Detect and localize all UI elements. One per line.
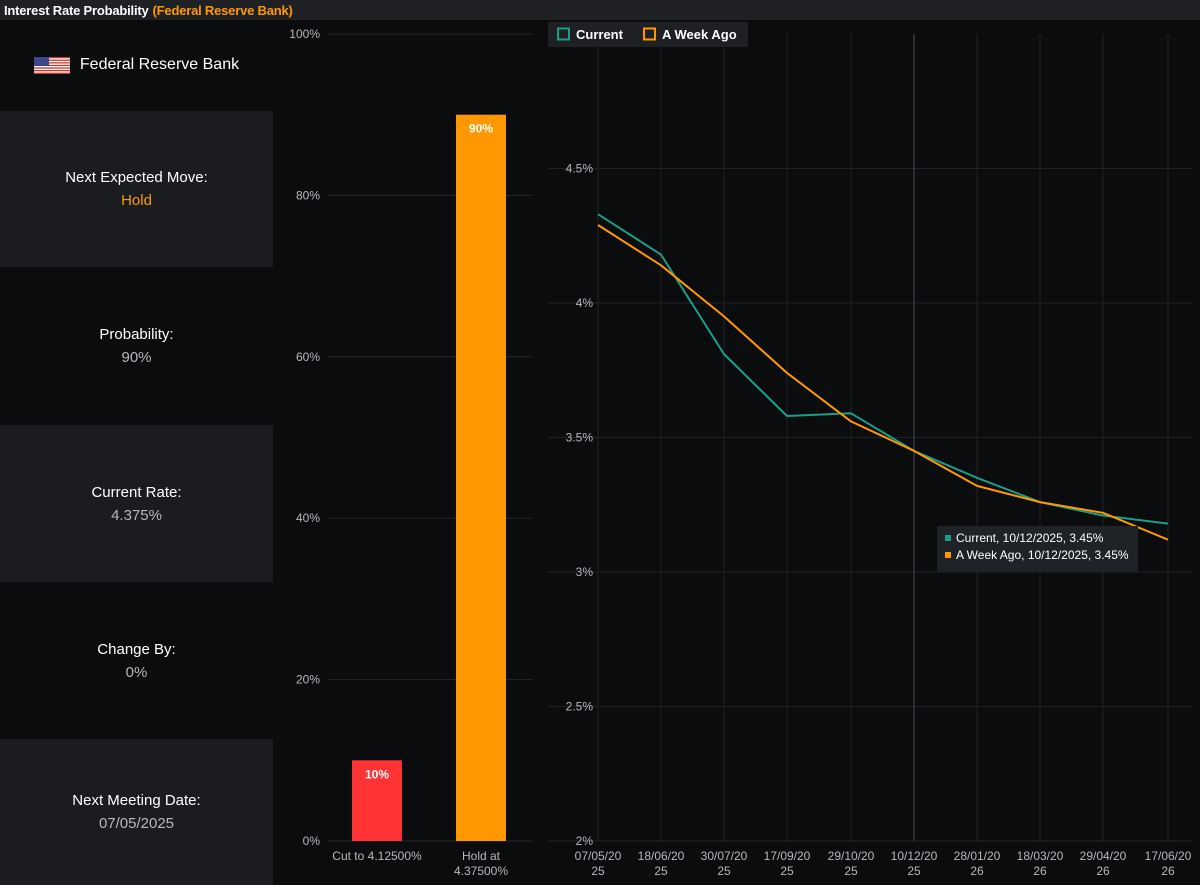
legend-swatch[interactable] — [643, 27, 656, 41]
chart-tooltip: Current, 10/12/2025, 3.45% A Week Ago, 10… — [937, 526, 1138, 572]
info-panel: Federal Reserve Bank Next Expected Move:… — [0, 20, 273, 885]
line-x-tick-label: 26 — [1161, 864, 1175, 878]
line-x-tick-label: 26 — [970, 864, 984, 878]
line-x-tick-label: 18/03/20 — [1017, 849, 1064, 863]
change-by-value: 0% — [125, 663, 148, 681]
next-expected-move: Next Expected Move: Hold — [0, 111, 273, 267]
next-move-label: Next Expected Move: — [65, 169, 208, 186]
line-x-tick-label: 07/05/20 — [575, 849, 622, 863]
line-y-tick-label: 4.5% — [566, 162, 594, 176]
next-meeting-label: Next Meeting Date: — [72, 792, 201, 809]
rate-path-line-chart: 2%2.5%3%3.5%4%4.5%07/05/202518/06/202530… — [548, 22, 1192, 878]
line-x-tick-label: 10/12/20 — [891, 849, 938, 863]
current-rate-label: Current Rate: — [91, 483, 182, 501]
line-x-tick-label: 18/06/20 — [638, 849, 685, 863]
tooltip-background — [937, 526, 1138, 572]
probability-value: 90% — [121, 349, 152, 366]
page-title: Interest Rate Probability — [4, 2, 149, 18]
us-flag-icon — [33, 56, 70, 74]
legend-label[interactable]: A Week Ago — [662, 27, 737, 42]
line-x-tick-label: 28/01/20 — [954, 849, 1001, 863]
line-x-tick-label: 29/10/20 — [828, 849, 875, 863]
next-move-value: Hold — [121, 192, 152, 209]
line-y-tick-label: 3.5% — [566, 431, 594, 445]
bar-category-label: Cut to 4.12500% — [332, 849, 422, 863]
line-x-tick-label: 29/04/20 — [1080, 849, 1127, 863]
bar[interactable] — [352, 760, 402, 841]
bar-data-label: 10% — [365, 767, 389, 781]
change-by: Change By: 0% — [0, 582, 273, 739]
chart-legend: Current A Week Ago — [548, 22, 748, 47]
line-x-tick-label: 30/07/20 — [701, 849, 748, 863]
probability: Probability: 90% — [0, 267, 273, 425]
line-x-tick-label: 26 — [1096, 864, 1110, 878]
probability-bar-chart: 0% 20% 40% 60% 80% 100% 10% Cut to 4.12500% 90% H… — [289, 27, 533, 878]
bar-category-label: 4.37500% — [454, 864, 508, 878]
legend-background — [548, 22, 748, 47]
title-bar: Interest Rate Probability (Federal Reser… — [0, 0, 1200, 20]
series-line-current[interactable] — [597, 213, 1169, 525]
series-line-a-week-ago[interactable] — [597, 224, 1169, 541]
bank-header: Federal Reserve Bank — [0, 20, 273, 110]
probability-label: Probability: — [99, 326, 174, 343]
line-x-tick-label: 26 — [1033, 864, 1047, 878]
line-x-tick-label: 25 — [654, 864, 668, 878]
line-x-tick-label: 25 — [717, 864, 731, 878]
line-y-tick-label: 2% — [576, 834, 594, 848]
line-x-tick-label: 17/09/20 — [764, 849, 811, 863]
tooltip-swatch — [945, 552, 951, 558]
bar-category-label: Hold at — [462, 849, 501, 863]
bar-y-tick-label: 80% — [296, 188, 320, 202]
bar-y-tick-label: 20% — [296, 673, 320, 687]
tooltip-swatch — [945, 535, 951, 541]
legend-label[interactable]: Current — [576, 27, 624, 42]
line-x-tick-label: 25 — [844, 864, 858, 878]
line-x-tick-label: 17/06/20 — [1145, 849, 1192, 863]
page-subtitle: (Federal Reserve Bank) — [152, 2, 293, 18]
line-y-tick-label: 3% — [576, 565, 594, 579]
line-x-tick-label: 25 — [780, 864, 794, 878]
bank-name: Federal Reserve Bank — [79, 56, 240, 73]
current-rate: Current Rate: 4.375% — [0, 425, 273, 582]
tooltip-text: Current, 10/12/2025, 3.45% — [956, 531, 1104, 545]
line-x-tick-label: 25 — [907, 864, 921, 878]
change-by-label: Change By: — [97, 640, 176, 658]
next-meeting-date: Next Meeting Date: 07/05/2025 — [0, 739, 273, 885]
line-y-tick-label: 2.5% — [566, 700, 594, 714]
line-x-tick-label: 25 — [591, 864, 605, 878]
next-meeting-value: 07/05/2025 — [98, 815, 175, 832]
bar-y-tick-label: 100% — [289, 27, 320, 41]
bar-data-label: 90% — [469, 122, 493, 136]
current-rate-value: 4.375% — [111, 506, 162, 524]
bar-y-tick-label: 40% — [296, 511, 320, 525]
legend-swatch[interactable] — [557, 27, 570, 41]
bar-y-tick-label: 60% — [296, 350, 320, 364]
bar[interactable] — [456, 114, 506, 841]
bar-y-tick-label: 0% — [303, 834, 321, 848]
tooltip-text: A Week Ago, 10/12/2025, 3.45% — [956, 548, 1129, 562]
line-y-tick-label: 4% — [576, 296, 594, 310]
